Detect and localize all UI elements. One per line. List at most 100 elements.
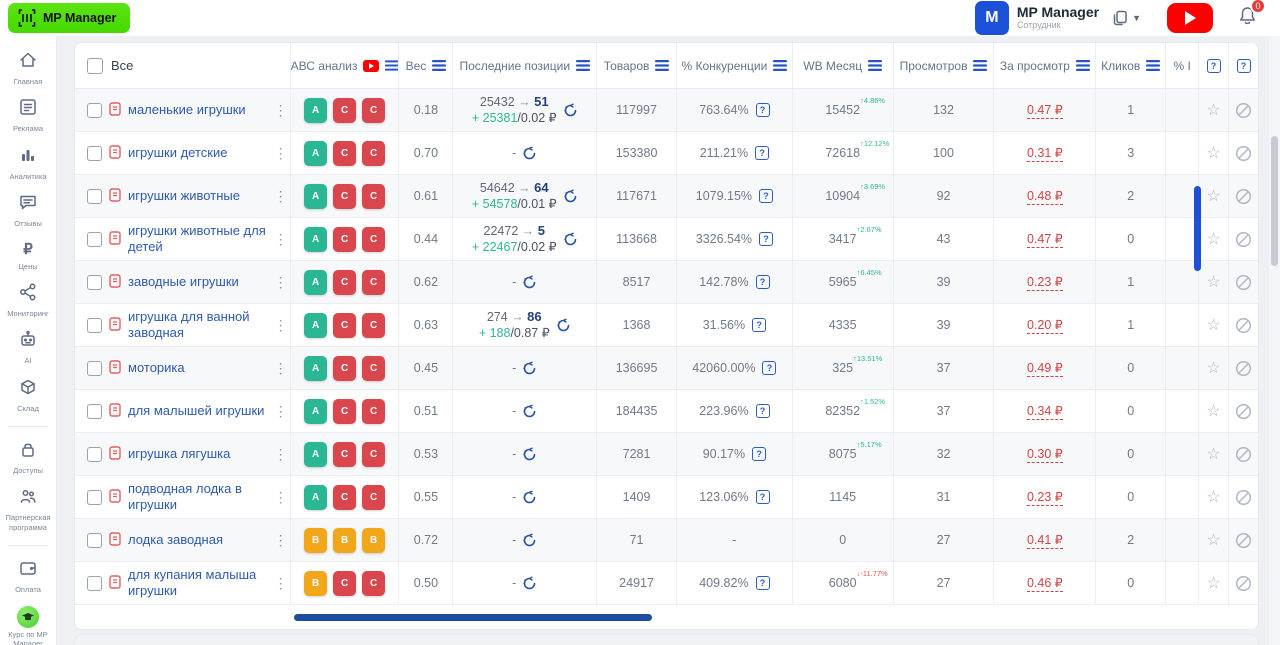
avatar[interactable]: M	[974, 1, 1009, 35]
column-filter-icon[interactable]	[1075, 60, 1090, 71]
keyword-link[interactable]: лодка заводная	[128, 532, 224, 548]
keyword-link[interactable]: игрушка лягушка	[128, 446, 231, 462]
row-checkbox[interactable]	[87, 575, 102, 591]
favorite-star-icon[interactable]: ☆	[1206, 317, 1221, 334]
keyword-link[interactable]: игрушки детские	[128, 145, 228, 161]
per-view-value[interactable]: 0.30 ₽	[1026, 446, 1063, 463]
column-filter-icon[interactable]	[1146, 60, 1161, 71]
help-icon[interactable]: ?	[755, 404, 770, 418]
row-checkbox[interactable]	[87, 403, 102, 419]
sidebar-item-wallet[interactable]: Оплата	[0, 558, 56, 594]
favorite-star-icon[interactable]: ☆	[1206, 575, 1221, 592]
block-icon[interactable]	[1235, 317, 1252, 334]
table-vertical-scrollbar[interactable]	[1194, 186, 1201, 271]
help-icon[interactable]: ?	[752, 447, 767, 461]
column-filter-icon[interactable]	[655, 60, 670, 71]
keyword-link[interactable]: подводная лодка в игрушки	[128, 481, 242, 512]
help-icon[interactable]: ?	[755, 576, 770, 590]
sidebar-item-ruble[interactable]: ₽ Цены	[0, 240, 56, 271]
page-scrollbar[interactable]	[1271, 136, 1278, 266]
block-icon[interactable]	[1235, 575, 1252, 592]
favorite-star-icon[interactable]: ☆	[1206, 489, 1221, 506]
block-icon[interactable]	[1235, 188, 1252, 205]
refresh-icon[interactable]	[522, 576, 537, 591]
row-menu-button[interactable]: ⋮	[273, 488, 288, 505]
refresh-icon[interactable]	[563, 232, 578, 247]
sidebar-item-lock[interactable]: Доступы	[0, 439, 56, 475]
youtube-button[interactable]	[1167, 3, 1213, 33]
per-view-value[interactable]: 0.31 ₽	[1026, 145, 1063, 162]
row-menu-button[interactable]: ⋮	[273, 359, 288, 376]
block-icon[interactable]	[1235, 403, 1252, 420]
row-menu-button[interactable]: ⋮	[273, 101, 288, 118]
keyword-link[interactable]: игрушки животные для детей	[128, 223, 266, 254]
logo-button[interactable]: MP Manager	[8, 3, 131, 33]
column-filter-icon[interactable]	[868, 60, 883, 71]
row-checkbox[interactable]	[87, 231, 102, 247]
sidebar-item-partners[interactable]: Партнерская программа	[0, 486, 56, 532]
table-horizontal-scrollbar[interactable]	[294, 614, 652, 621]
keyword-link[interactable]: игрушки животные	[128, 188, 240, 204]
keyword-link[interactable]: маленькие игрушки	[128, 102, 246, 118]
favorite-star-icon[interactable]: ☆	[1206, 145, 1221, 162]
row-menu-button[interactable]: ⋮	[273, 273, 288, 290]
row-menu-button[interactable]: ⋮	[273, 445, 288, 462]
row-checkbox[interactable]	[87, 317, 102, 333]
help-icon[interactable]: ?	[762, 361, 777, 375]
refresh-icon[interactable]	[522, 490, 537, 505]
help-icon[interactable]: ?	[759, 189, 774, 203]
column-filter-icon[interactable]	[385, 60, 399, 71]
sidebar-item-robot[interactable]: AI	[0, 329, 56, 365]
help-icon[interactable]: ?	[755, 490, 770, 504]
favorite-star-icon[interactable]: ☆	[1206, 403, 1221, 420]
refresh-icon[interactable]	[556, 318, 571, 333]
per-view-value[interactable]: 0.41 ₽	[1026, 532, 1063, 549]
sidebar-item-cube[interactable]: Склад	[0, 377, 56, 413]
refresh-icon[interactable]	[522, 447, 537, 462]
row-checkbox[interactable]	[87, 145, 102, 161]
row-checkbox[interactable]	[87, 102, 102, 118]
sidebar-item-reviews[interactable]: Отзывы	[0, 192, 56, 228]
sidebar-item-monitoring[interactable]: Мониторинг	[0, 282, 56, 318]
row-menu-button[interactable]: ⋮	[273, 574, 288, 591]
block-icon[interactable]	[1235, 274, 1252, 291]
column-filter-icon[interactable]	[773, 60, 788, 71]
sidebar-item-ads[interactable]: Реклама	[0, 97, 56, 133]
per-view-value[interactable]: 0.47 ₽	[1026, 102, 1063, 119]
row-menu-button[interactable]: ⋮	[273, 402, 288, 419]
row-checkbox[interactable]	[87, 274, 102, 290]
keyword-link[interactable]: заводные игрушки	[128, 274, 239, 290]
youtube-help-icon[interactable]	[363, 59, 380, 72]
per-view-value[interactable]: 0.49 ₽	[1026, 360, 1063, 377]
favorite-star-icon[interactable]: ☆	[1206, 274, 1221, 291]
favorite-star-icon[interactable]: ☆	[1206, 360, 1221, 377]
help-icon[interactable]: ?	[755, 146, 770, 160]
column-filter-icon[interactable]	[973, 60, 988, 71]
favorite-star-icon[interactable]: ☆	[1206, 188, 1221, 205]
copy-accounts-dropdown[interactable]: ▼	[1111, 9, 1141, 27]
row-menu-button[interactable]: ⋮	[273, 531, 288, 548]
row-menu-button[interactable]: ⋮	[273, 187, 288, 204]
refresh-icon[interactable]	[522, 361, 537, 376]
per-view-value[interactable]: 0.23 ₽	[1026, 274, 1063, 291]
help-icon[interactable]: ?	[752, 318, 767, 332]
help-icon[interactable]: ?	[1236, 58, 1251, 73]
favorite-star-icon[interactable]: ☆	[1206, 231, 1221, 248]
keyword-link[interactable]: для купания малыша игрушки	[128, 567, 257, 598]
keyword-link[interactable]: игрушка для ванной заводная	[128, 309, 250, 340]
row-menu-button[interactable]: ⋮	[273, 316, 288, 333]
per-view-value[interactable]: 0.23 ₽	[1026, 489, 1063, 506]
refresh-icon[interactable]	[522, 275, 537, 290]
help-icon[interactable]: ?	[759, 232, 774, 246]
block-icon[interactable]	[1235, 446, 1252, 463]
help-icon[interactable]: ?	[1206, 58, 1221, 73]
favorite-star-icon[interactable]: ☆	[1206, 532, 1221, 549]
column-filter-icon[interactable]	[432, 60, 447, 71]
block-icon[interactable]	[1235, 231, 1252, 248]
row-menu-button[interactable]: ⋮	[273, 230, 288, 247]
sidebar-item-bar-chart[interactable]: Аналитика	[0, 145, 56, 181]
select-all-checkbox[interactable]	[87, 57, 103, 74]
block-icon[interactable]	[1235, 102, 1252, 119]
row-checkbox[interactable]	[87, 532, 102, 548]
keyword-link[interactable]: для малышей игрушки	[128, 403, 265, 419]
